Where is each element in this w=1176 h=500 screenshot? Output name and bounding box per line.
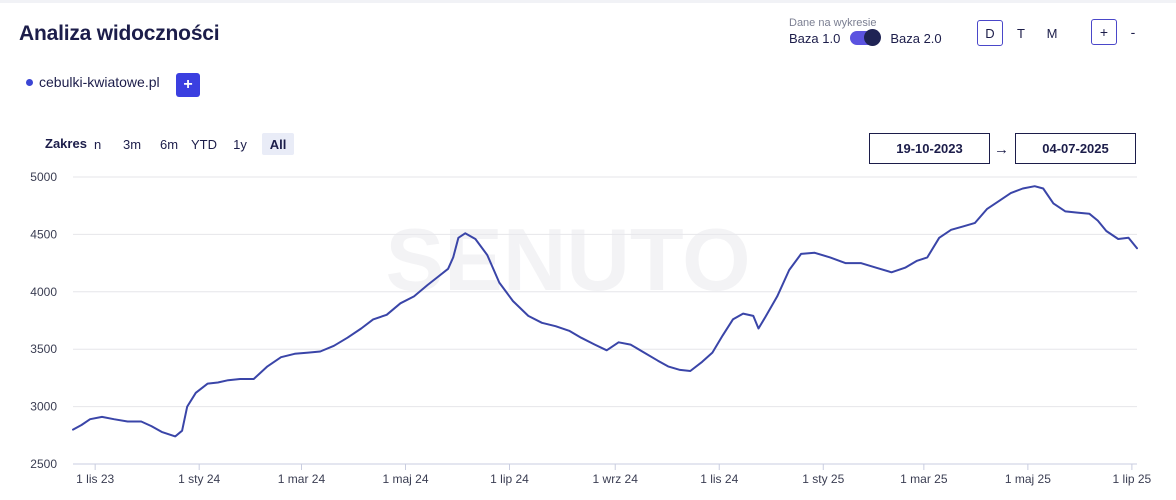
domain-color-dot [26,78,33,86]
y-tick-label: 3500 [30,342,57,356]
base-right-label: Baza 2.0 [890,30,942,46]
y-tick-label: 4000 [30,285,57,299]
range-label: Zakres [45,136,87,151]
watermark: SENUTO [385,210,750,309]
base-toggle-group: Baza 1.0 Baza 2.0 [789,29,942,46]
x-tick-label: 1 maj 25 [1005,472,1051,486]
domain-label: cebulki-kwiatowe.pl [39,74,160,90]
page-title: Analiza widoczności [19,22,220,45]
x-tick-label: 1 lis 24 [700,472,738,486]
domain-legend-item[interactable]: cebulki-kwiatowe.pl [26,74,160,90]
y-tick-label: 4500 [30,227,57,241]
range-all-button[interactable]: All [262,133,294,155]
x-tick-label: 1 lis 23 [76,472,114,486]
period-day-button[interactable]: D [977,20,1003,46]
date-range-arrow: → [994,141,1009,158]
series-line [72,185,1138,438]
y-tick-label: 3000 [30,400,57,414]
top-border [0,0,1176,3]
y-tick-label: 5000 [30,170,57,184]
base-toggle[interactable] [850,29,882,46]
range-ytd-button[interactable]: YTD [191,136,217,152]
period-week-button[interactable]: T [1017,25,1025,41]
x-tick-label: 1 mar 24 [278,472,326,486]
range-3m-button[interactable]: 3m [122,136,142,152]
x-tick-label: 1 wrz 24 [593,472,639,486]
zoom-in-button[interactable]: + [1091,19,1117,45]
visibility-chart[interactable]: SENUTO 2500 3000 3500 4000 4500 5000 1 lis 23… [0,160,1176,500]
add-domain-button[interactable]: + [176,73,200,97]
range-partial-label: n [94,137,102,152]
range-6m-button[interactable]: 6m [159,136,179,152]
x-tick-label: 1 maj 24 [382,472,428,486]
data-source-label: Dane na wykresie [789,17,877,29]
zoom-out-button[interactable]: - [1130,24,1136,40]
x-tick-label: 1 mar 25 [900,472,948,486]
date-to-input[interactable]: 04-07-2025 [1015,133,1136,164]
y-tick-label: 2500 [30,457,57,471]
x-tick-label: 1 sty 24 [178,472,220,486]
base-left-label: Baza 1.0 [789,30,841,46]
x-tick-label: 1 sty 25 [802,472,844,486]
x-tick-label: 1 lip 24 [490,472,529,486]
period-month-button[interactable]: M [1046,25,1058,41]
toggle-knob[interactable] [864,29,882,46]
range-1y-button[interactable]: 1y [233,136,247,152]
x-tick-label: 1 lip 25 [1113,472,1152,486]
date-from-input[interactable]: 19-10-2023 [869,133,990,164]
